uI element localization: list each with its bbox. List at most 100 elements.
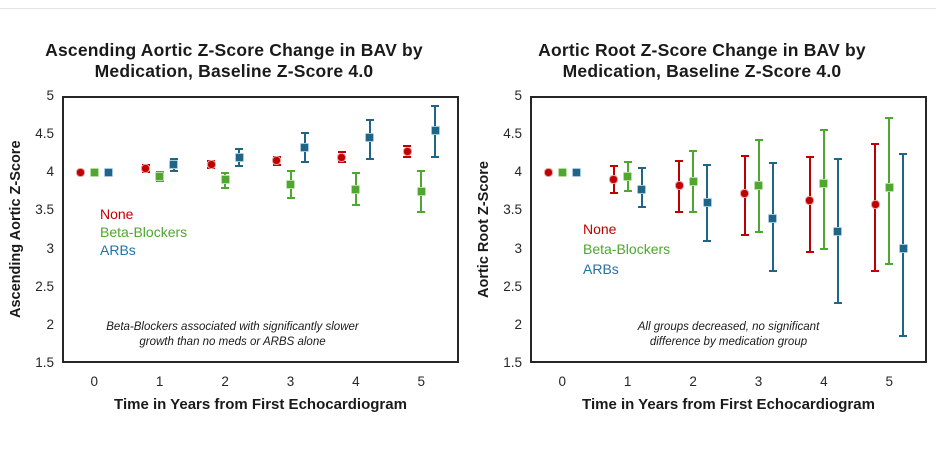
y-tick-label: 4.5 xyxy=(35,126,54,142)
data-point-none xyxy=(206,160,216,170)
data-point-arbs xyxy=(702,198,712,208)
error-bar-cap xyxy=(221,172,230,175)
error-bar-cap xyxy=(675,159,684,162)
annotation-line1: Beta-Blockers associated with significan… xyxy=(106,321,359,333)
data-point-none xyxy=(272,156,281,166)
x-axis-title: Time in Years from First Echocardiogram xyxy=(582,396,875,413)
data-point-none xyxy=(740,189,749,199)
data-point-beta_blockers xyxy=(623,171,633,181)
plot-area xyxy=(62,96,459,363)
data-point-beta_blockers xyxy=(884,183,894,193)
error-bar-cap xyxy=(609,191,618,194)
data-point-arbs xyxy=(898,244,908,254)
error-bar-cap xyxy=(337,160,346,163)
data-point-arbs xyxy=(571,167,581,177)
x-tick-label: 5 xyxy=(885,374,894,389)
error-bar xyxy=(822,129,825,249)
error-bar-cap xyxy=(819,247,828,250)
plot-area xyxy=(530,96,927,363)
y-tick-label: 2.5 xyxy=(35,278,54,294)
error-bar-cap xyxy=(431,104,440,107)
data-point-none xyxy=(141,163,151,173)
aortic-root-chart: Aortic Root Z-Score Change in BAV by Med… xyxy=(468,0,936,456)
error-bar-cap xyxy=(689,210,698,213)
data-point-beta_blockers xyxy=(819,179,829,189)
error-bar-cap xyxy=(300,161,309,164)
legend-item-beta_blockers: Beta-Blockers xyxy=(100,224,188,240)
error-bar-cap xyxy=(403,145,412,148)
data-point-arbs xyxy=(103,167,113,177)
y-tick-label: 3 xyxy=(46,240,54,256)
error-bar-cap xyxy=(703,239,712,242)
error-bar-cap xyxy=(417,169,426,172)
x-tick-label: 2 xyxy=(689,374,697,389)
data-point-arbs xyxy=(365,133,375,143)
y-tick-label: 5 xyxy=(514,88,522,103)
error-bar-cap xyxy=(337,151,346,154)
error-bar-cap xyxy=(286,197,295,200)
legend-item-beta_blockers: Beta-Blockers xyxy=(583,241,671,257)
y-tick-label: 3 xyxy=(514,240,522,256)
error-bar-cap xyxy=(637,167,646,170)
data-point-arbs xyxy=(234,152,244,162)
annotation: All groups decreased, no significant dif… xyxy=(530,320,927,350)
x-tick-label: 5 xyxy=(417,374,426,389)
error-bar-cap xyxy=(300,131,309,134)
data-point-beta_blockers xyxy=(89,167,99,177)
data-point-none xyxy=(870,199,880,209)
y-tick-label: 4 xyxy=(514,164,522,180)
error-bar-cap xyxy=(155,180,164,183)
error-bar-cap xyxy=(885,117,894,120)
error-bar-cap xyxy=(833,302,842,305)
y-tick-label: 4.5 xyxy=(503,126,522,142)
data-point-none xyxy=(402,147,412,157)
chart-title-line2: Medication, Baseline Z-Score 4.0 xyxy=(94,61,374,81)
error-bar-cap xyxy=(431,156,440,159)
error-bar-cap xyxy=(623,161,632,164)
error-bar-cap xyxy=(754,230,763,233)
x-tick-label: 1 xyxy=(155,374,164,389)
error-bar-cap xyxy=(689,149,698,152)
legend-item-none: None xyxy=(583,221,617,237)
error-bar-cap xyxy=(819,128,828,131)
error-bar-cap xyxy=(365,118,374,121)
error-bar-cap xyxy=(885,262,894,265)
error-bar-cap xyxy=(235,147,244,150)
error-bar-cap xyxy=(703,164,712,167)
error-bar-cap xyxy=(169,169,178,172)
error-bar-cap xyxy=(805,251,814,254)
error-bar-cap xyxy=(805,156,814,159)
x-tick-label: 0 xyxy=(558,374,567,389)
x-tick-label: 4 xyxy=(820,374,828,389)
y-tick-label: 1.5 xyxy=(35,355,54,370)
error-bar-cap xyxy=(365,157,374,160)
data-point-arbs xyxy=(637,184,647,194)
x-tick-label: 4 xyxy=(352,374,360,389)
error-bar-cap xyxy=(768,270,777,273)
error-bar-cap xyxy=(740,233,749,236)
legend-item-none: None xyxy=(100,206,134,222)
error-bar-cap xyxy=(417,210,426,213)
annotation-line2: growth than no meds or ARBS alone xyxy=(139,336,326,348)
data-point-arbs xyxy=(300,142,309,152)
y-tick-label: 4 xyxy=(46,164,54,180)
data-point-beta_blockers xyxy=(351,184,361,194)
data-point-arbs xyxy=(430,125,440,135)
data-point-beta_blockers xyxy=(286,179,295,189)
data-point-beta_blockers xyxy=(416,186,426,196)
error-bar-cap xyxy=(899,152,908,155)
legend-item-arbs: ARBs xyxy=(100,242,136,258)
slide-top-edge xyxy=(0,8,936,9)
error-bar-cap xyxy=(221,186,230,189)
error-bar-cap xyxy=(899,334,908,337)
chart-title: Ascending Aortic Z-Score Change in BAV b… xyxy=(30,40,438,82)
y-tick-label: 3.5 xyxy=(503,202,522,218)
chart-title: Aortic Root Z-Score Change in BAV by Med… xyxy=(498,40,906,82)
data-point-none xyxy=(609,175,619,185)
error-bar-cap xyxy=(169,157,178,160)
error-bar-cap xyxy=(833,157,842,160)
error-bar-cap xyxy=(351,204,360,207)
chart-title-line2: Medication, Baseline Z-Score 4.0 xyxy=(562,61,842,81)
y-tick-label: 2 xyxy=(46,316,54,332)
data-point-none xyxy=(337,152,347,162)
